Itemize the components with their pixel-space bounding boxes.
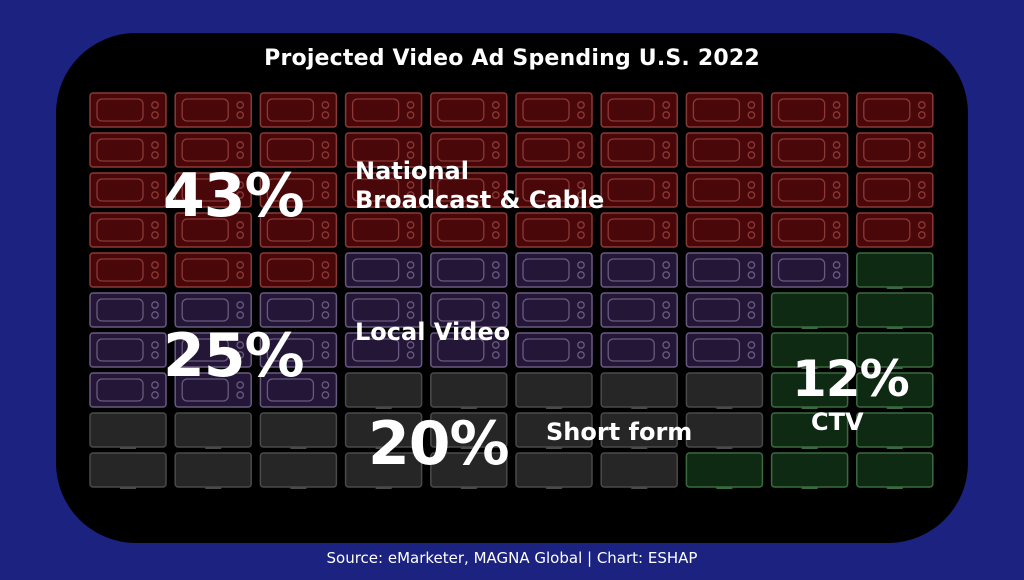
- national-label-line1: National: [355, 157, 469, 185]
- ctv-label: CTV: [811, 408, 864, 436]
- source-note: Source: eMarketer, MAGNA Global | Chart:…: [326, 549, 698, 567]
- ctv-percent: 12%: [792, 350, 910, 408]
- national-label: National Broadcast & Cable: [355, 157, 604, 215]
- shortform-percent: 20%: [368, 409, 510, 479]
- shortform-label: Short form: [546, 418, 693, 446]
- national-percent: 43%: [163, 161, 305, 231]
- chart-title: Projected Video Ad Spending U.S. 2022: [264, 46, 760, 71]
- local-label: Local Video: [355, 318, 511, 346]
- local-percent: 25%: [163, 321, 305, 391]
- chart-panel: [56, 33, 968, 543]
- national-label-line2: Broadcast & Cable: [355, 185, 605, 214]
